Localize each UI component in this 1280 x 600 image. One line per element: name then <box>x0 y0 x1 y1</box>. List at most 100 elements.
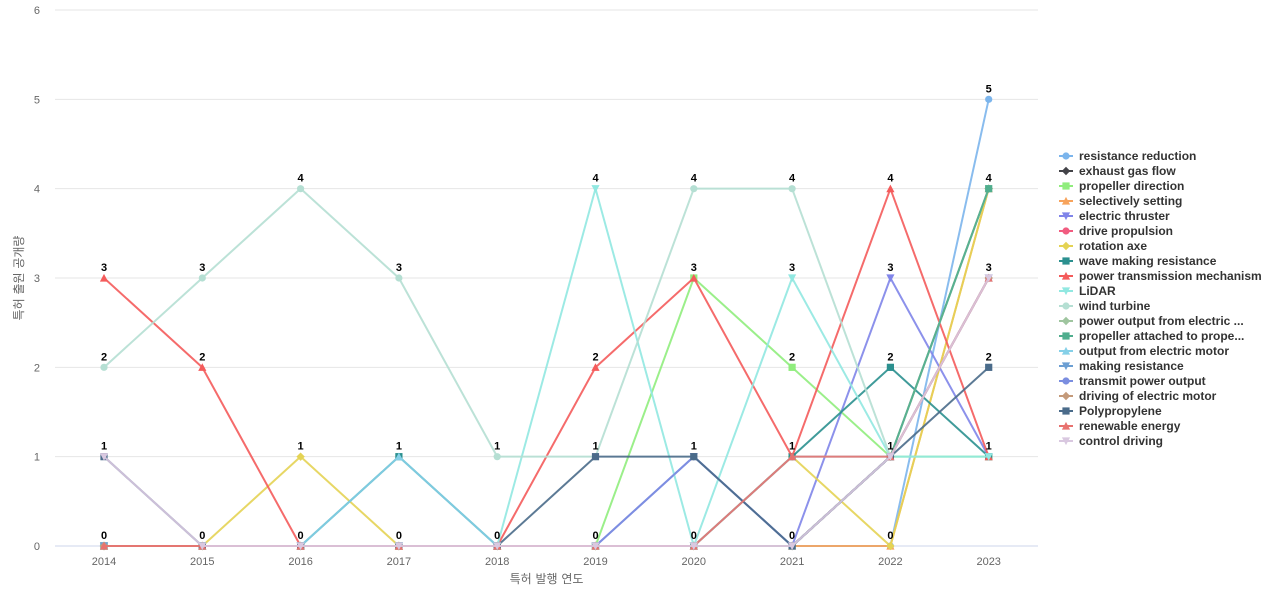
legend-label: electric thruster <box>1079 209 1170 223</box>
data-label: 4 <box>691 173 698 185</box>
series-line[interactable] <box>104 277 990 547</box>
legend-marker <box>1061 362 1071 371</box>
data-point[interactable] <box>788 274 797 283</box>
data-label: 1 <box>298 441 304 453</box>
data-label: 4 <box>986 173 993 185</box>
legend-item[interactable]: control driving <box>1059 434 1163 448</box>
legend-item[interactable]: resistance reduction <box>1059 149 1196 163</box>
series-line[interactable] <box>103 277 990 547</box>
x-tick-label: 2019 <box>583 556 607 568</box>
legend-item[interactable]: power output from electric ... <box>1059 314 1244 328</box>
data-point[interactable] <box>99 541 109 550</box>
data-point[interactable] <box>297 185 305 193</box>
data-label: 3 <box>101 262 107 274</box>
series-2 <box>100 274 993 550</box>
data-point[interactable] <box>591 453 600 461</box>
legend-item[interactable]: selectively setting <box>1059 194 1182 208</box>
series-line[interactable] <box>104 277 990 547</box>
legend-item[interactable]: output from electric motor <box>1059 344 1229 358</box>
series-line[interactable] <box>104 99 990 547</box>
series-line[interactable] <box>104 277 990 547</box>
data-point[interactable] <box>198 274 206 282</box>
legend-item[interactable]: power transmission mechanism <box>1059 269 1262 283</box>
data-point[interactable] <box>985 363 993 371</box>
data-point[interactable] <box>984 453 993 461</box>
y-tick-label: 0 <box>34 541 40 553</box>
legend-item[interactable]: propeller attached to prope... <box>1059 329 1244 343</box>
series-line[interactable] <box>104 277 990 547</box>
data-point[interactable] <box>690 185 698 193</box>
data-point[interactable] <box>296 452 305 461</box>
data-point[interactable] <box>788 363 796 371</box>
data-label: 1 <box>592 441 598 453</box>
data-point[interactable] <box>689 542 698 551</box>
legend-marker <box>1061 271 1071 280</box>
data-point[interactable] <box>886 274 895 283</box>
data-point[interactable] <box>985 95 993 103</box>
legend-item[interactable]: wave making resistance <box>1059 254 1217 268</box>
series-line[interactable] <box>104 277 989 547</box>
data-label: 3 <box>887 262 893 274</box>
legend-item[interactable]: electric thruster <box>1059 209 1170 223</box>
data-point[interactable] <box>886 184 895 193</box>
data-point[interactable] <box>394 542 403 551</box>
data-label: 1 <box>396 441 402 453</box>
legend-item[interactable]: wind turbine <box>1059 299 1151 313</box>
data-point[interactable] <box>689 273 698 282</box>
data-label: 4 <box>298 173 305 185</box>
legend-marker <box>1061 421 1071 430</box>
data-point[interactable] <box>788 542 797 551</box>
series-line[interactable] <box>104 277 990 547</box>
data-point[interactable] <box>591 542 600 551</box>
data-point[interactable] <box>99 453 109 461</box>
series-0 <box>100 95 993 550</box>
legend-item[interactable]: transmit power output <box>1059 374 1206 388</box>
data-point[interactable] <box>198 363 207 371</box>
legend-item[interactable]: drive propulsion <box>1059 224 1173 238</box>
series-line[interactable] <box>104 277 990 547</box>
data-point[interactable] <box>395 274 403 282</box>
legend-label: driving of electric motor <box>1079 389 1217 403</box>
data-point[interactable] <box>100 363 108 371</box>
data-point[interactable] <box>198 542 207 551</box>
legend-item[interactable]: propeller direction <box>1059 179 1184 193</box>
legend-item[interactable]: exhaust gas flow <box>1059 164 1176 178</box>
legend-label: wave making resistance <box>1078 254 1217 268</box>
data-point[interactable] <box>984 274 993 283</box>
data-point[interactable] <box>788 452 797 461</box>
data-point[interactable] <box>886 541 895 551</box>
legend-item[interactable]: renewable energy <box>1059 419 1181 433</box>
data-point[interactable] <box>788 185 796 193</box>
legend-marker <box>1062 152 1070 160</box>
legend-item[interactable]: driving of electric motor <box>1059 389 1217 403</box>
data-point[interactable] <box>985 185 993 193</box>
data-label: 0 <box>789 530 795 542</box>
legend-item[interactable]: LiDAR <box>1059 284 1116 298</box>
data-point[interactable] <box>690 453 698 461</box>
data-point[interactable] <box>99 273 109 282</box>
legend-item[interactable]: making resistance <box>1059 359 1184 373</box>
data-point[interactable] <box>886 453 895 461</box>
data-point[interactable] <box>493 453 501 461</box>
series-line[interactable] <box>104 277 990 547</box>
data-point[interactable] <box>591 363 600 371</box>
data-label: 0 <box>887 530 893 542</box>
legend-item[interactable]: Polypropylene <box>1059 404 1162 418</box>
data-label: 2 <box>887 351 893 363</box>
data-label: 0 <box>494 530 500 542</box>
data-point[interactable] <box>886 363 894 371</box>
legend-item[interactable]: rotation axe <box>1059 239 1147 253</box>
legend-marker <box>1061 166 1071 176</box>
legend-label: propeller direction <box>1079 179 1184 193</box>
data-point[interactable] <box>493 542 502 551</box>
data-point[interactable] <box>591 185 600 193</box>
data-point[interactable] <box>296 542 305 551</box>
legend-marker <box>1062 302 1070 310</box>
data-point[interactable] <box>394 452 403 461</box>
y-tick-label: 2 <box>34 362 40 374</box>
data-label: 1 <box>101 441 107 453</box>
data-label: 0 <box>101 530 107 542</box>
legend-label: resistance reduction <box>1079 149 1196 163</box>
series-line[interactable] <box>103 187 990 458</box>
